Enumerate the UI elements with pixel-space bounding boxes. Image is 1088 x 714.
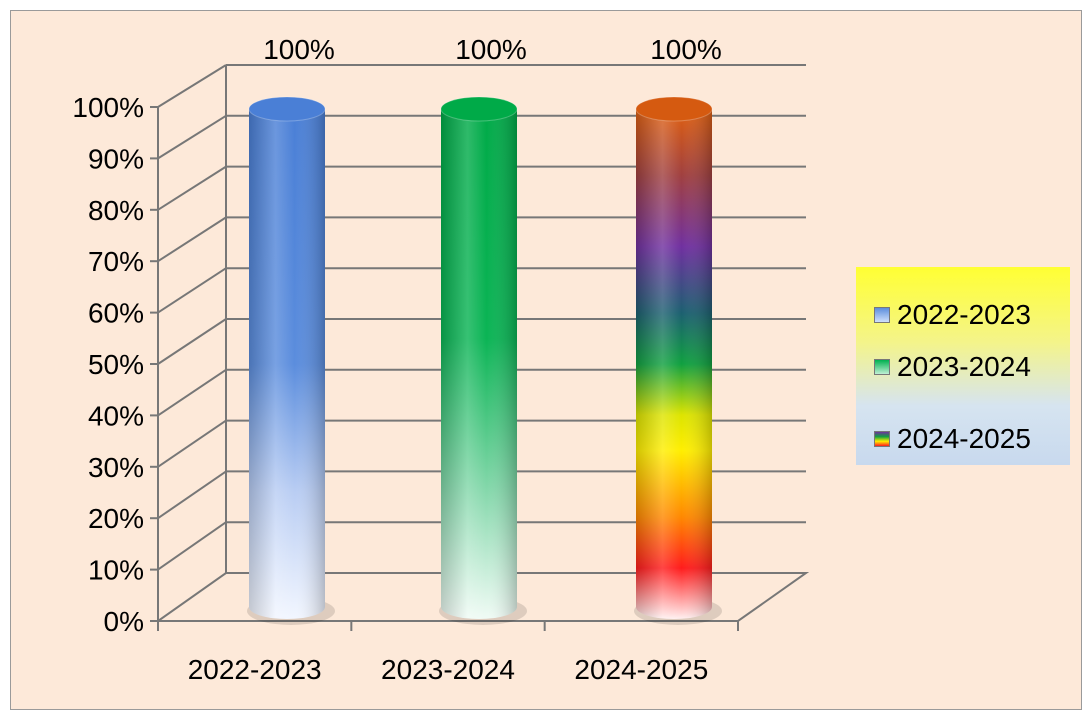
bar-2024-2025 bbox=[634, 96, 722, 625]
bar-shading bbox=[249, 109, 325, 619]
legend-item-1: 2022-2023 bbox=[874, 295, 1031, 335]
x-category-label: 2023-2024 bbox=[381, 654, 515, 685]
legend-item-2: 2023-2024 bbox=[874, 347, 1031, 387]
x-category-label: 2024-2025 bbox=[574, 654, 708, 685]
y-tick-label: 70% bbox=[88, 246, 144, 277]
gridline-diagonal bbox=[157, 318, 227, 365]
x-category-label: 2022-2023 bbox=[188, 654, 322, 685]
y-tick-label: 40% bbox=[88, 400, 144, 431]
y-tick-label: 0% bbox=[104, 606, 144, 637]
gridline-diagonal bbox=[157, 521, 227, 571]
y-tick-label: 90% bbox=[88, 143, 144, 174]
legend-label-3: 2024-2025 bbox=[897, 423, 1031, 454]
legend-swatch-1 bbox=[874, 307, 890, 323]
legend-label-2: 2023-2024 bbox=[897, 351, 1031, 382]
y-tick-label: 80% bbox=[88, 195, 144, 226]
gridline-diagonal bbox=[157, 368, 227, 417]
bar-shading bbox=[636, 109, 712, 619]
legend-label-1: 2022-2023 bbox=[897, 299, 1031, 330]
legend-swatch-3 bbox=[874, 431, 890, 447]
legend-swatch-2 bbox=[874, 359, 890, 375]
gridline-diagonal bbox=[157, 419, 227, 468]
bar-top bbox=[635, 96, 713, 122]
bar-top bbox=[440, 96, 518, 122]
gridline-diagonal bbox=[157, 267, 227, 314]
bar-top bbox=[248, 96, 326, 122]
chart-bars bbox=[247, 96, 722, 625]
data-label: 100% bbox=[455, 34, 527, 65]
gridline-diagonal bbox=[157, 470, 227, 520]
gridline-diagonal bbox=[157, 165, 227, 211]
bar-2022-2023 bbox=[247, 96, 335, 625]
data-label: 100% bbox=[650, 34, 722, 65]
gridline-diagonal bbox=[157, 216, 227, 263]
gridline-diagonal bbox=[157, 114, 227, 160]
chart-legend: 2022-2023 2023-2024 2024-2025 bbox=[856, 267, 1070, 465]
chart-area: 0% 10% 20% 30% 40% 50% 60% 70% 80% 90% 100% 100% 202… bbox=[10, 10, 1082, 710]
y-tick-label: 20% bbox=[88, 503, 144, 534]
y-tick-label: 50% bbox=[88, 349, 144, 380]
data-label: 100% bbox=[263, 34, 335, 65]
bar-shading bbox=[441, 109, 517, 619]
chart-plot: 0% 10% 20% 30% 40% 50% 60% 70% 80% 90% 100% 100% 202… bbox=[72, 34, 810, 685]
chart-labels: 0% 10% 20% 30% 40% 50% 60% 70% 80% 90% 100% 100% 202… bbox=[72, 34, 721, 685]
y-tick-label: 10% bbox=[88, 555, 144, 586]
y-tick-label: 30% bbox=[88, 452, 144, 483]
y-tick-label: 100% bbox=[72, 92, 144, 123]
bar-2023-2024 bbox=[439, 96, 527, 625]
gridline-diagonal bbox=[157, 64, 227, 108]
legend-item-3: 2024-2025 bbox=[874, 419, 1031, 459]
y-tick-label: 60% bbox=[88, 298, 144, 329]
